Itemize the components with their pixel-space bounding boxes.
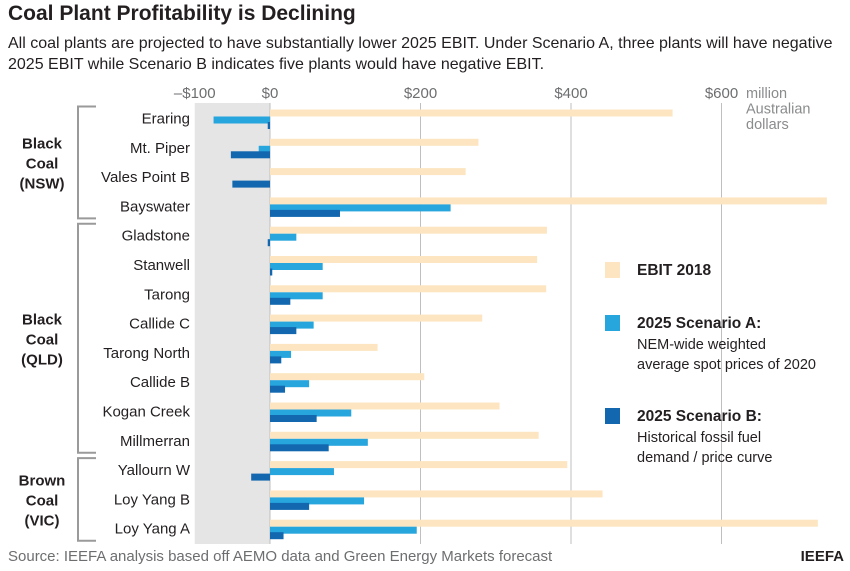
- bar-ebit-2018: [270, 226, 547, 234]
- category-label: Tarong North: [103, 345, 190, 362]
- category-label: Millmerran: [120, 433, 190, 450]
- legend-label: 2025 Scenario A:: [637, 315, 761, 332]
- category-label: Callide C: [129, 316, 190, 333]
- x-tick-label: $400: [554, 85, 587, 102]
- group-label: Black: [22, 311, 63, 328]
- group-label: Coal: [26, 155, 59, 172]
- bar-scenario-b: [270, 209, 340, 217]
- bar-scenario-a: [270, 204, 451, 212]
- category-label: Mt. Piper: [130, 140, 190, 157]
- category-label: Tarong: [144, 286, 190, 303]
- chart-subtitle: All coal plants are projected to have su…: [8, 35, 833, 73]
- bar-scenario-a: [270, 350, 292, 358]
- group-label: Coal: [26, 492, 59, 509]
- x-tick-label: $600: [705, 85, 738, 102]
- bar-scenario-b: [270, 502, 310, 510]
- bar-scenario-b: [270, 268, 273, 276]
- group-label: Brown: [19, 472, 66, 489]
- category-label: Loy Yang B: [114, 491, 190, 508]
- group-label: (VIC): [25, 512, 60, 529]
- unit-label: dollars: [746, 117, 789, 133]
- group-bracket: [77, 105, 96, 220]
- x-tick-label: $200: [404, 85, 437, 102]
- legend-label: EBIT 2018: [637, 262, 711, 279]
- bar-scenario-b: [270, 297, 291, 305]
- bar-scenario-b: [270, 415, 317, 422]
- legend-description: demand / price curve: [637, 450, 772, 466]
- bar-scenario-b: [270, 444, 329, 452]
- bar-ebit-2018: [270, 285, 547, 293]
- bar-scenario-a: [270, 263, 323, 270]
- bar-scenario-a: [270, 526, 417, 534]
- chart-title: Coal Plant Profitability is Declining: [8, 2, 356, 25]
- bar-scenario-a: [270, 497, 365, 505]
- bar-ebit-2018: [270, 461, 568, 469]
- category-label: Yallourn W: [118, 462, 191, 479]
- bar-scenario-a: [270, 380, 310, 388]
- x-tick-label: $0: [262, 85, 279, 102]
- unit-label: million: [746, 86, 787, 102]
- bar-ebit-2018: [270, 490, 603, 498]
- bar-ebit-2018: [270, 168, 466, 176]
- category-label: Bayswater: [120, 198, 190, 215]
- category-label: Eraring: [142, 111, 190, 128]
- background-layer: [194, 103, 270, 544]
- category-label: Gladstone: [122, 228, 190, 245]
- source-note: Source: IEEFA analysis based off AEMO da…: [8, 548, 553, 565]
- group-bracket: [77, 457, 96, 542]
- bar-scenario-a: [270, 292, 323, 300]
- category-label: Kogan Creek: [102, 404, 190, 421]
- group-bracket: [77, 222, 96, 454]
- bar-scenario-a: [270, 468, 334, 476]
- bar-scenario-a: [270, 321, 314, 329]
- bar-scenario-b: [270, 327, 297, 335]
- bar-ebit-2018: [270, 431, 539, 439]
- bar-ebit-2018: [270, 314, 483, 322]
- bar-scenario-a: [258, 145, 270, 153]
- negative-zone: [194, 103, 270, 544]
- group-label: (NSW): [20, 175, 65, 192]
- bar-ebit-2018: [270, 402, 500, 410]
- bar-scenario-a: [270, 233, 297, 241]
- bar-scenario-b: [270, 385, 286, 393]
- legend-swatch: [605, 408, 620, 424]
- brand-logo-text: IEEFA: [800, 548, 844, 565]
- bar-ebit-2018: [270, 519, 818, 527]
- group-label: Coal: [26, 331, 59, 348]
- bar-scenario-a: [213, 116, 270, 124]
- legend-description: average spot prices of 2020: [637, 357, 816, 373]
- bar-scenario-b: [251, 473, 270, 481]
- bar-scenario-a: [270, 409, 352, 417]
- group-label: Black: [22, 135, 63, 152]
- bar-scenario-b: [270, 532, 284, 540]
- bar-ebit-2018: [270, 138, 479, 146]
- legend-label: 2025 Scenario B:: [637, 408, 762, 425]
- bar-scenario-b: [267, 122, 270, 129]
- category-label: Vales Point B: [101, 169, 190, 186]
- legend-description: NEM-wide weighted: [637, 337, 766, 353]
- category-label: Loy Yang A: [115, 521, 190, 538]
- bar-scenario-b: [270, 356, 282, 364]
- category-label: Stanwell: [133, 257, 190, 274]
- bar-ebit-2018: [270, 109, 673, 117]
- bar-ebit-2018: [270, 373, 425, 381]
- group-label: (QLD): [21, 351, 63, 368]
- legend-swatch: [605, 315, 620, 331]
- category-label: Callide B: [130, 374, 190, 391]
- bar-scenario-b: [267, 239, 270, 247]
- bar-ebit-2018: [270, 256, 538, 263]
- legend-swatch: [605, 262, 620, 278]
- legend-description: Historical fossil fuel: [637, 430, 761, 446]
- bar-ebit-2018: [270, 343, 378, 351]
- bar-scenario-a: [270, 438, 368, 446]
- unit-label: Australian: [746, 102, 810, 118]
- bar-scenario-b: [232, 180, 270, 188]
- bar-scenario-b: [230, 151, 270, 159]
- legend: EBIT 2018 2025 Scenario A: NEM-wide weight…: [605, 262, 816, 466]
- bar-ebit-2018: [270, 197, 827, 205]
- labels-layer: –$100 $0 $200 $400 $600 millionAustraliandoll…: [19, 85, 810, 542]
- bars-layer: [213, 109, 827, 540]
- x-tick-label: –$100: [174, 85, 216, 102]
